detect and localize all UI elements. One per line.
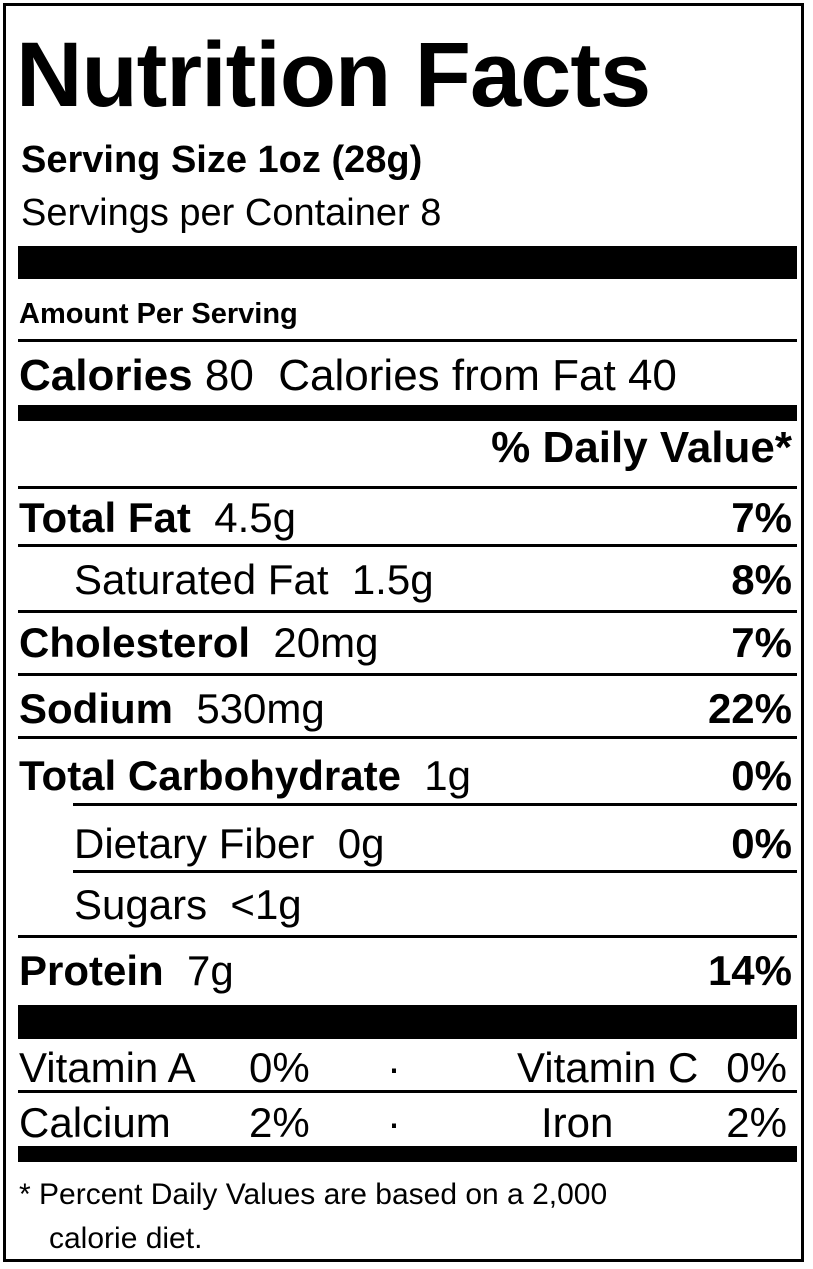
divider: [18, 610, 797, 613]
total-fat-dv: 7%: [731, 494, 792, 541]
total-carbohydrate-amount: 1g: [424, 752, 471, 799]
calories-from-fat-value: 40: [627, 351, 677, 400]
indented-divider: [73, 870, 797, 873]
calcium-label: Calcium: [19, 1099, 171, 1146]
divider: [18, 1090, 797, 1093]
servings-per-container: Servings per Container 8: [21, 192, 442, 234]
sodium-label: Sodium: [19, 685, 173, 732]
iron-label: Iron: [541, 1099, 614, 1146]
sugars-row: Sugars <1g: [74, 884, 302, 926]
vitamin-a-label: Vitamin A: [19, 1044, 196, 1091]
cholesterol-amount: 20mg: [273, 619, 379, 666]
iron-value: 2%: [726, 1099, 787, 1146]
bullet-separator: ·: [387, 1044, 401, 1091]
protein-amount: 7g: [187, 947, 234, 994]
protein-label: Protein: [19, 947, 164, 994]
divider: [18, 935, 797, 938]
divider: [18, 673, 797, 676]
protein-row: Protein 7g: [19, 950, 234, 992]
sugars-label: Sugars: [74, 881, 208, 928]
calcium-value: 2%: [249, 1099, 310, 1146]
dietary-fiber-amount: 0g: [337, 820, 385, 867]
saturated-fat-dv: 8%: [731, 556, 792, 603]
dietary-fiber-dv: 0%: [731, 820, 792, 867]
thick-divider: [18, 246, 797, 279]
divider: [18, 544, 797, 547]
daily-value-header: % Daily Value*: [491, 423, 792, 472]
dietary-fiber-row: Dietary Fiber 0g: [74, 823, 384, 865]
serving-size: Serving Size 1oz (28g): [21, 139, 423, 181]
sodium-amount: 530mg: [196, 685, 325, 732]
protein-dv: 14%: [707, 947, 792, 994]
vitamin-c-value: 0%: [726, 1044, 787, 1091]
nutrition-label: Nutrition Facts Serving Size 1oz (28g) S…: [3, 3, 804, 1262]
medium-divider: [18, 405, 797, 421]
calories-value: 80: [204, 351, 254, 400]
total-fat-amount: 4.5g: [214, 494, 296, 541]
saturated-fat-row: Saturated Fat 1.5g: [74, 559, 434, 601]
footnote-line-1: * Percent Daily Values are based on a 2,…: [19, 1178, 608, 1211]
divider: [18, 339, 797, 342]
divider: [18, 736, 797, 739]
cholesterol-row: Cholesterol 20mg: [19, 622, 378, 664]
thick-divider: [18, 1005, 797, 1039]
dietary-fiber-label: Dietary Fiber: [74, 820, 315, 867]
bullet-separator: ·: [387, 1099, 401, 1146]
indented-divider: [73, 803, 797, 806]
medium-divider: [18, 1146, 797, 1162]
sodium-dv: 22%: [707, 685, 792, 732]
label-title: Nutrition Facts: [16, 24, 651, 126]
vitamin-c-label: Vitamin C: [517, 1044, 699, 1091]
vitamin-a-value: 0%: [249, 1044, 310, 1091]
total-fat-label: Total Fat: [19, 494, 191, 541]
divider: [18, 486, 797, 489]
saturated-fat-label: Saturated Fat: [74, 556, 329, 603]
total-fat-row: Total Fat 4.5g: [19, 497, 296, 539]
sodium-row: Sodium 530mg: [19, 688, 325, 730]
total-carbohydrate-dv: 0%: [731, 752, 792, 799]
footnote-line-2: calorie diet.: [49, 1222, 203, 1255]
calories-from-fat-label: Calories from Fat: [278, 351, 616, 400]
cholesterol-label: Cholesterol: [19, 619, 251, 666]
calories-row: Calories 80 Calories from Fat 40: [19, 354, 677, 398]
total-carbohydrate-label: Total Carbohydrate: [19, 752, 401, 799]
amount-per-serving: Amount Per Serving: [19, 298, 298, 330]
cholesterol-dv: 7%: [731, 619, 792, 666]
calories-label: Calories: [19, 351, 193, 400]
saturated-fat-amount: 1.5g: [351, 556, 434, 603]
sugars-amount: <1g: [230, 881, 302, 928]
total-carbohydrate-row: Total Carbohydrate 1g: [19, 755, 471, 797]
